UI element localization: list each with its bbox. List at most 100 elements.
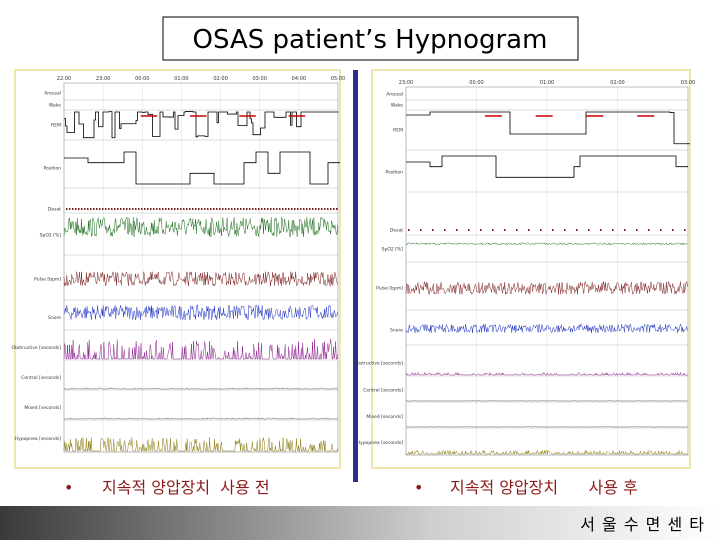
desat-mark (648, 229, 650, 231)
desat-mark (186, 208, 188, 210)
desat-mark (81, 208, 83, 210)
position-trace (64, 151, 340, 185)
desat-mark (93, 208, 95, 210)
desat-mark (228, 208, 230, 210)
desat-mark (564, 229, 566, 231)
footer-bar (0, 506, 720, 540)
desat-mark (492, 229, 494, 231)
signal-trace (63, 437, 338, 452)
desat-mark (87, 208, 89, 210)
signal-trace (406, 449, 688, 455)
desat-mark (576, 229, 578, 231)
desat-mark (480, 229, 482, 231)
signal-trace (405, 242, 688, 246)
time-label: 05:00 (331, 76, 345, 82)
desat-mark (240, 208, 242, 210)
signal-trace (406, 426, 688, 428)
channel-label: Mixed [seconds] (366, 414, 403, 420)
desat-mark (234, 208, 236, 210)
desat-mark (303, 208, 305, 210)
bullet: • (64, 478, 73, 497)
desat-mark (180, 208, 182, 210)
panel-left (14, 69, 341, 469)
desat-mark (210, 208, 212, 210)
desat-mark (297, 208, 299, 210)
desat-mark (306, 208, 308, 210)
time-label: 22:00 (57, 76, 71, 82)
desat-mark (321, 208, 323, 210)
caption: 지속적 양압장치 사용 후 (450, 478, 638, 497)
desat-mark (192, 208, 194, 210)
desat-mark (504, 229, 506, 231)
desat-mark (207, 208, 209, 210)
desat-mark (285, 208, 287, 210)
desat-mark (588, 229, 590, 231)
channel-label: Hypopnea [seconds] (15, 436, 61, 442)
desat-mark (105, 208, 107, 210)
desat-mark (456, 229, 458, 231)
traces: 22:00 23:00 00:00 01:00 02:00 03:00 04:00 05:00… (12, 76, 695, 456)
desat-mark (264, 208, 266, 210)
channel-label: Position (43, 166, 61, 172)
desat-mark (129, 208, 131, 210)
signal-trace (405, 280, 688, 296)
desat-mark (516, 229, 518, 231)
desat-mark (300, 208, 302, 210)
desat-mark (171, 208, 173, 210)
desat-mark (201, 208, 203, 210)
desat-mark (276, 208, 278, 210)
channel-label: SpO2 [%] (40, 233, 62, 239)
desat-mark (213, 208, 215, 210)
title-box (162, 16, 579, 61)
channel-label: Wake (391, 103, 403, 109)
desat-mark (72, 208, 74, 210)
desat-mark (177, 208, 179, 210)
desat-mark (162, 208, 164, 210)
desat-mark (309, 208, 311, 210)
channel-label: Obstructive [seconds] (354, 361, 404, 367)
time-label: 00:00 (135, 76, 149, 82)
signal-trace (63, 271, 338, 287)
desat-mark (183, 208, 185, 210)
desat-mark (90, 208, 92, 210)
signal-trace (405, 371, 688, 376)
desat-mark (258, 208, 260, 210)
plot-frame (63, 82, 339, 453)
desat-mark (333, 208, 335, 210)
desat-mark (132, 208, 134, 210)
channel-label: Snore (390, 328, 403, 334)
position-trace (406, 155, 688, 178)
channel-label: Arousal (44, 91, 61, 97)
desat-mark (66, 208, 68, 210)
desat-mark (468, 229, 470, 231)
desat-mark (69, 208, 71, 210)
desat-mark (222, 208, 224, 210)
desat-mark (126, 208, 128, 210)
desat-mark (204, 208, 206, 210)
desat-mark (312, 208, 314, 210)
time-label: 23:00 (399, 80, 413, 86)
desat-mark (552, 229, 554, 231)
desat-mark (327, 208, 329, 210)
desat-mark (600, 229, 602, 231)
desat-mark (120, 208, 122, 210)
desat-mark (108, 208, 110, 210)
time-label: 23:00 (96, 76, 110, 82)
channel-label: SpO2 [%] (382, 247, 404, 253)
desat-mark (324, 208, 326, 210)
desat-mark (165, 208, 167, 210)
desat-mark (624, 229, 626, 231)
desat-mark (660, 229, 662, 231)
desat-mark (432, 229, 434, 231)
signal-trace (63, 304, 338, 321)
desat-mark (153, 208, 155, 210)
channel-label: Desat (48, 207, 61, 213)
desat-mark (84, 208, 86, 210)
channel-label: Central [seconds] (363, 388, 403, 394)
desat-mark (231, 208, 233, 210)
time-label: 04:00 (292, 76, 306, 82)
desat-mark (168, 208, 170, 210)
panel-right (371, 69, 691, 469)
